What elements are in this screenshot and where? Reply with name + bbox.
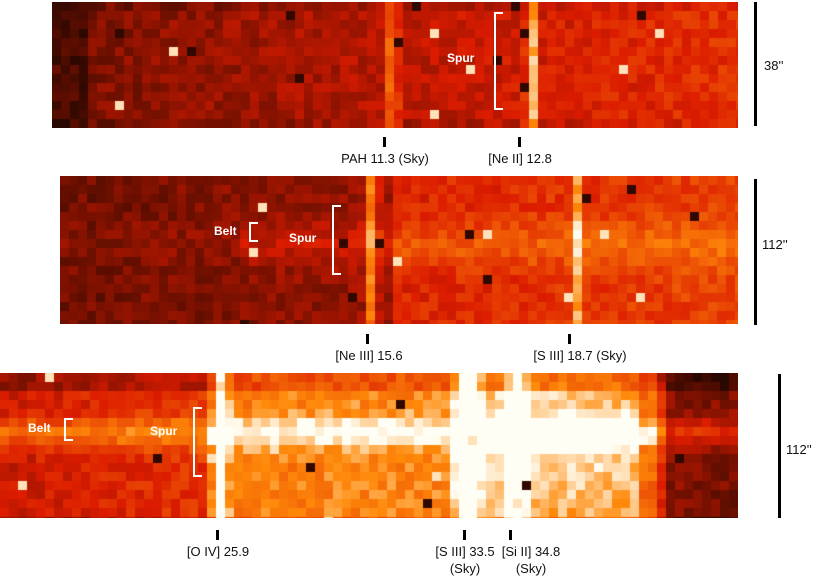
line-tick-ne3 [366,334,369,344]
spectrum-image-1 [52,2,738,128]
line-label-o4: [O IV] 25.9 [186,544,250,559]
belt-label-2: Belt [214,224,237,238]
line-label-ne2: [Ne II] 12.8 [488,151,552,166]
spectrum-panel-2 [60,176,738,324]
spur-bracket-2 [332,205,341,275]
spur-bracket-3 [193,407,202,477]
line-tick-s3-335 [463,530,466,540]
line-label-pah: PAH 11.3 (Sky) [341,151,429,166]
spectrum-image-2 [60,176,738,324]
scale-bar-2 [754,179,757,325]
line-label-s3-335: [S III] 33.5 (Sky) [435,543,494,577]
line-label-s3-187: [S III] 18.7 (Sky) [533,348,627,363]
scale-label-1: 38'' [764,58,784,73]
line-label-si2-sub: (Sky) [515,561,547,576]
belt-label-3: Belt [28,421,51,435]
line-tick-pah [383,137,386,147]
line-label-s3-335-main: [S III] 33.5 [435,544,495,559]
spectrum-panel-1 [52,2,738,128]
line-tick-si2 [509,530,512,540]
scale-label-3: 112'' [786,442,812,457]
line-label-s3-335-sub: (Sky) [449,561,481,576]
line-label-si2-main: [Si II] 34.8 [501,544,561,559]
line-tick-ne2 [518,137,521,147]
spectrum-panel-3 [0,373,738,518]
line-label-ne3: [Ne III] 15.6 [335,348,403,363]
line-tick-o4 [216,530,219,540]
scale-label-2: 112'' [762,237,788,252]
scale-bar-3 [778,374,781,518]
line-tick-s3-187 [568,334,571,344]
spur-label-1: Spur [447,51,475,65]
spur-label-2: Spur [289,231,317,245]
spur-bracket-1 [494,12,503,110]
belt-bracket-3 [64,418,73,441]
spur-label-3: Spur [150,424,178,438]
belt-bracket-2 [249,222,258,242]
scale-bar-1 [754,2,757,126]
line-label-si2: [Si II] 34.8 (Sky) [502,543,561,577]
spectrum-image-3 [0,373,738,518]
